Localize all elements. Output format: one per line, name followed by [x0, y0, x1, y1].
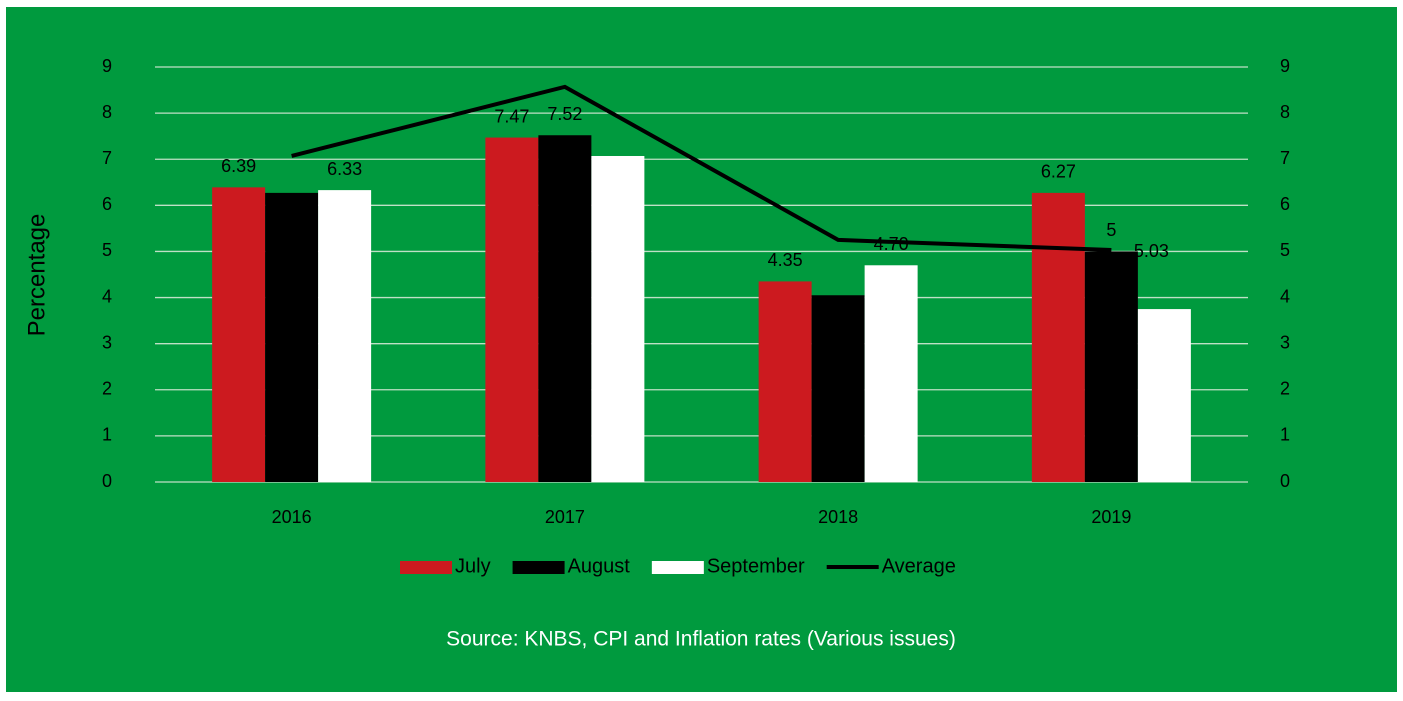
bar [758, 281, 812, 482]
data-label: 7.47 [494, 106, 529, 126]
y-axis-label: Percentage [23, 214, 50, 337]
x-tick-label: 2018 [818, 507, 858, 527]
y-tick-label: 9 [102, 56, 112, 76]
y-tick-label: 2 [102, 379, 112, 399]
y-tick-label: 8 [102, 102, 112, 122]
legend-label: Average [882, 555, 956, 577]
y2-tick-label: 7 [1280, 148, 1290, 168]
bar [318, 190, 372, 482]
average-line [291, 84, 1112, 253]
bar [1137, 309, 1191, 482]
bar [265, 192, 319, 482]
data-label: 6.33 [327, 159, 362, 179]
legend-swatch [400, 561, 452, 574]
x-tick-label: 2019 [1091, 507, 1131, 527]
y2-tick-label: 8 [1280, 102, 1290, 122]
y-tick-label: 3 [102, 332, 112, 352]
y2-tick-label: 4 [1280, 286, 1290, 306]
y2-tick-label: 1 [1280, 425, 1290, 445]
data-label: 5 [1106, 220, 1116, 240]
y-tick-label: 7 [102, 148, 112, 168]
data-label: 5.03 [1134, 241, 1169, 261]
legend-swatch [512, 561, 565, 574]
y-tick-label: 4 [102, 286, 112, 306]
data-label: 6.27 [1041, 162, 1076, 182]
bar [811, 295, 865, 482]
y2-tick-label: 0 [1280, 471, 1290, 491]
y2-tick-label: 9 [1280, 56, 1290, 76]
y-tick-label: 1 [102, 425, 112, 445]
data-label: 4.70 [874, 234, 909, 254]
legend-label: August [568, 555, 631, 577]
y2-tick-label: 5 [1280, 240, 1290, 260]
y2-tick-label: 2 [1280, 379, 1290, 399]
legend-label: September [707, 555, 805, 577]
y-tick-label: 5 [102, 240, 112, 260]
data-label: 4.35 [768, 250, 803, 270]
bar [1084, 251, 1138, 482]
data-label: 6.39 [221, 156, 256, 176]
bar [864, 265, 918, 482]
x-tick-label: 2017 [545, 507, 585, 527]
bar [591, 155, 645, 482]
legend-label: July [455, 555, 491, 577]
y-tick-label: 0 [102, 471, 112, 491]
y2-tick-label: 6 [1280, 194, 1290, 214]
bar [1031, 192, 1085, 482]
x-tick-label: 2016 [272, 507, 312, 527]
data-label: 7.52 [547, 104, 582, 124]
legend-swatch [651, 561, 704, 574]
y2-tick-label: 3 [1280, 332, 1290, 352]
y-tick-label: 6 [102, 194, 112, 214]
source-note: Source: KNBS, CPI and Inflation rates (V… [446, 628, 956, 651]
bar [212, 187, 266, 482]
bar [485, 137, 539, 483]
bar [538, 135, 592, 482]
